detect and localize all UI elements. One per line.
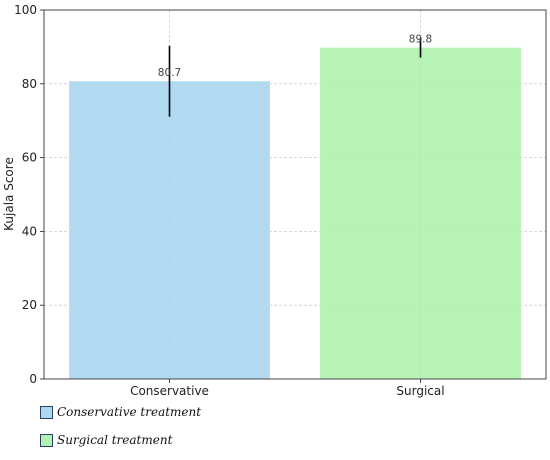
legend-swatch-conservative [40, 405, 53, 419]
y-tick-label-60: 60 [22, 151, 37, 165]
error-bars [168, 37, 422, 117]
y-tick-label-80: 80 [22, 77, 37, 91]
axes: 0 20 40 60 80 100 Conservative Surgical [14, 3, 547, 398]
legend-label-conservative: Conservative treatment [57, 405, 202, 419]
legend-item-conservative: Conservative treatment [40, 404, 201, 420]
y-tick-label-0: 0 [29, 372, 37, 386]
data-label-conservative: 80.7 [158, 67, 181, 79]
y-axis-title: Kujala Score [2, 157, 16, 231]
data-label-surgical: 89.8 [409, 34, 432, 46]
data-labels: 80.7 89.8 [158, 34, 432, 80]
x-tick-label-conservative: Conservative [130, 384, 209, 398]
x-tick-label-surgical: Surgical [396, 384, 444, 398]
plot-frame [43, 9, 547, 380]
y-tick-label-40: 40 [22, 224, 37, 238]
bars [69, 47, 521, 379]
y-tick-label-20: 20 [22, 298, 37, 312]
legend: Conservative treatment Surgical treatmen… [40, 404, 201, 460]
bar-conservative [69, 81, 270, 379]
legend-swatch-surgical [40, 433, 53, 447]
legend-label-surgical: Surgical treatment [57, 433, 173, 447]
y-tick-label-100: 100 [14, 3, 37, 17]
legend-item-surgical: Surgical treatment [40, 432, 201, 448]
